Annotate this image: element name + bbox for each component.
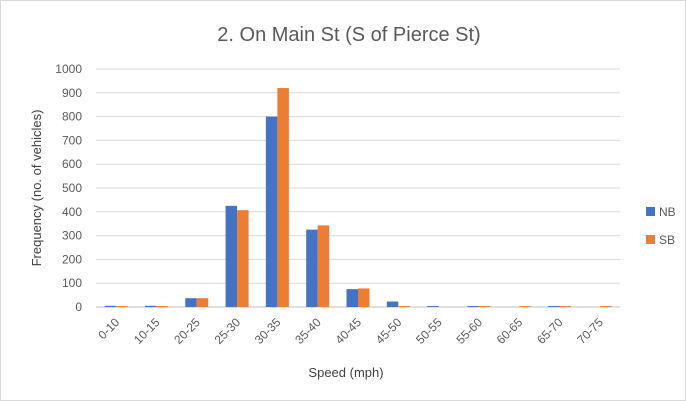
y-axis-ticks: 0 100 200 300 400 500 600 700 800 900 1000: [55, 62, 82, 314]
bar-nb: [185, 298, 197, 307]
bar-sb: [196, 298, 209, 307]
legend-label-nb: NB: [659, 205, 676, 219]
chart-title: 2. On Main St (S of Pierce St): [217, 24, 480, 46]
x-tick-label: 60-65: [494, 315, 526, 347]
legend-label-sb: SB: [659, 233, 675, 247]
x-axis-ticks: 0-10 10-15 20-25 25-30 30-35 35-40 40-45 45-50 5…: [95, 315, 606, 347]
y-tick-label: 900: [62, 86, 82, 100]
bar-nb: [427, 306, 439, 307]
x-tick-label: 65-70: [534, 315, 566, 347]
y-tick-label: 500: [62, 181, 82, 195]
bar-nb: [144, 305, 157, 307]
y-tick-label: 400: [62, 205, 82, 219]
bar-nb: [346, 289, 358, 307]
y-tick-label: 200: [62, 252, 82, 266]
bar-nb: [467, 306, 479, 307]
y-tick-label: 800: [62, 110, 82, 124]
bar-sb: [277, 88, 289, 307]
bar-nb: [306, 229, 318, 307]
gridlines: [96, 68, 620, 308]
bar-nb: [386, 301, 399, 307]
x-tick-label: 0-10: [95, 315, 122, 342]
bar-nb: [104, 305, 117, 307]
y-tick-label: 100: [62, 276, 82, 290]
bar-sb: [317, 225, 330, 307]
x-tick-label: 55-60: [453, 315, 485, 347]
bar-sb: [398, 306, 410, 307]
bar-sb: [599, 306, 612, 307]
bar-nb: [225, 205, 238, 307]
x-tick-label: 20-25: [171, 315, 203, 347]
legend: NB SB: [646, 205, 676, 247]
x-tick-label: 30-35: [252, 315, 284, 347]
x-tick-label: 10-15: [131, 315, 163, 347]
y-tick-label: 300: [62, 229, 82, 243]
x-tick-label: 70-75: [574, 315, 606, 347]
y-tick-label: 1000: [55, 62, 82, 76]
y-tick-label: 600: [62, 157, 82, 171]
bar-sb: [116, 306, 128, 307]
x-tick-label: 45-50: [373, 315, 405, 347]
bar-sb: [358, 288, 370, 307]
x-tick-label: 50-55: [413, 315, 445, 347]
bar-sb: [156, 306, 168, 307]
bar-sb: [519, 306, 531, 307]
x-tick-label: 25-30: [212, 315, 244, 347]
x-tick-label: 40-45: [333, 315, 365, 347]
bar-sb: [237, 210, 249, 307]
bars: [104, 88, 612, 307]
y-axis-label: Frequency (no. of vehicles): [29, 110, 44, 267]
bar-sb: [559, 306, 572, 307]
bar-nb: [265, 116, 278, 307]
x-axis-label: Speed (mph): [308, 365, 383, 380]
y-tick-label: 0: [75, 300, 82, 314]
y-tick-label: 700: [62, 133, 82, 147]
legend-swatch-sb: [646, 235, 655, 244]
bar-nb: [548, 306, 560, 307]
x-tick-label: 35-40: [292, 315, 324, 347]
bar-sb: [478, 306, 491, 307]
legend-swatch-nb: [646, 207, 655, 216]
